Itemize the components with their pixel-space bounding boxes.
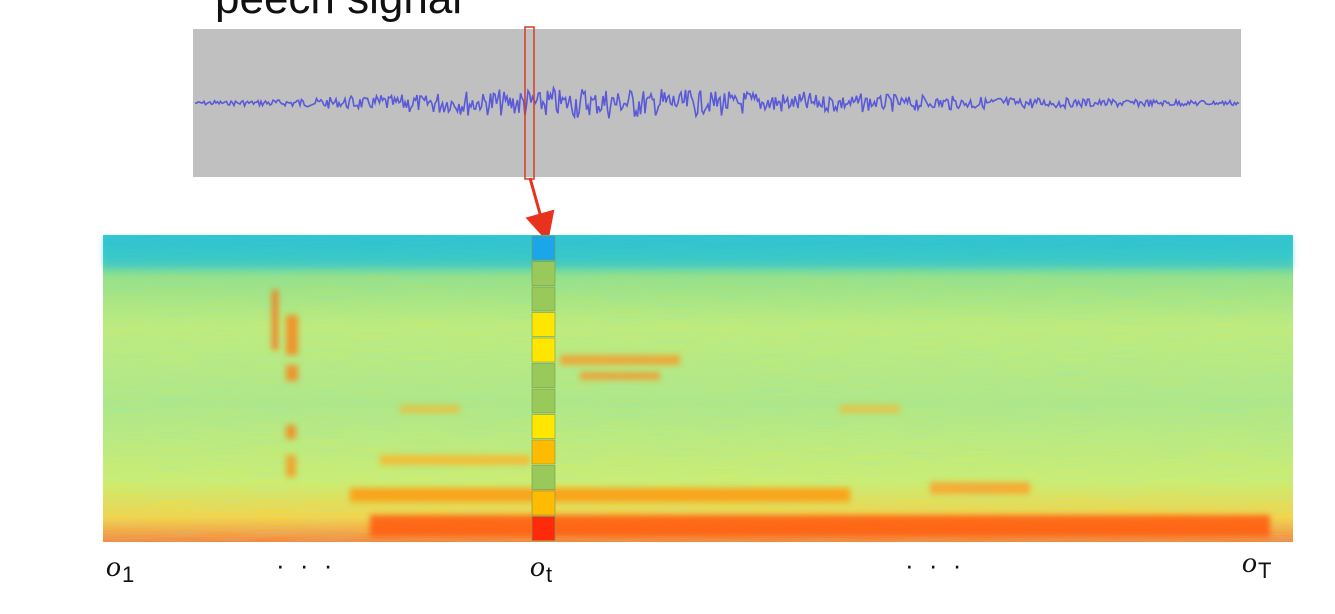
feature-cell: [531, 414, 556, 439]
label-ot: ot: [530, 550, 553, 587]
dots-right: · · ·: [905, 550, 966, 580]
dots-left: · · ·: [276, 550, 337, 580]
spectrogram: [103, 235, 1293, 542]
feature-cell: [531, 312, 556, 337]
feature-cell: [531, 439, 556, 465]
label-o1: o1: [106, 550, 135, 587]
feature-cell: [531, 490, 556, 516]
feature-cell: [531, 363, 556, 388]
spectrogram-formants: [103, 238, 1293, 537]
frame-arrow: [525, 177, 555, 243]
waveform-panel: [193, 26, 1241, 180]
feature-cell: [531, 261, 556, 286]
feature-cell: [531, 337, 556, 363]
feature-cell: [531, 286, 556, 312]
feature-vector: [531, 235, 556, 541]
feature-cell: [531, 388, 556, 414]
feature-cell: [531, 235, 556, 261]
label-oT: oT: [1242, 546, 1272, 583]
feature-cell: [531, 516, 556, 541]
title-fragment: peech signal: [215, 0, 462, 24]
waveform-signal: [194, 85, 1240, 120]
feature-cell: [531, 465, 556, 490]
